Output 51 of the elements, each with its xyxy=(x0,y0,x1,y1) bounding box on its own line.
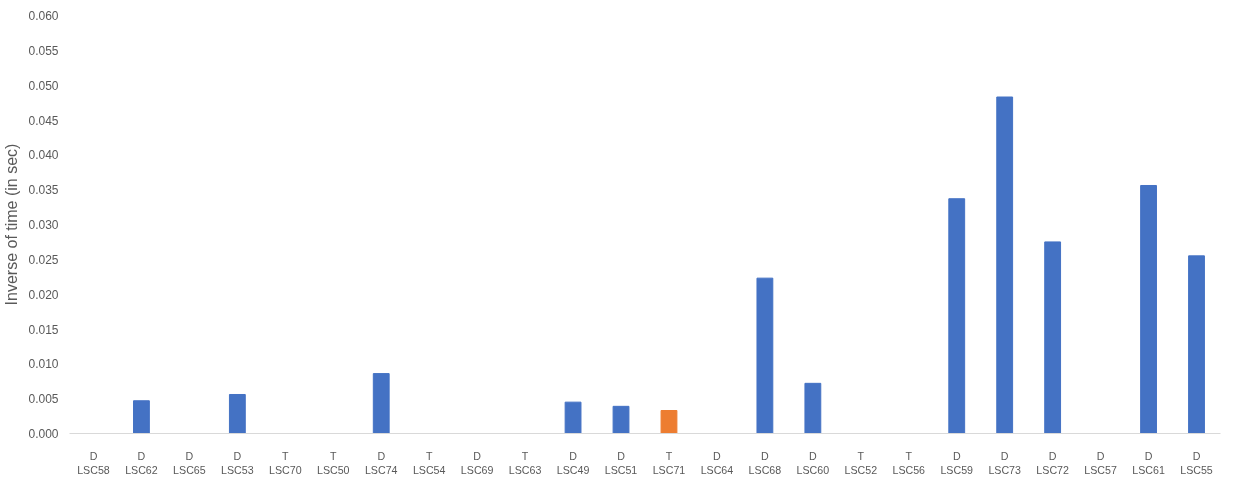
bar xyxy=(804,382,822,434)
y-axis-title: Inverse of time (in sec) xyxy=(3,143,21,306)
x-tick-label: D LSC58 xyxy=(77,449,110,476)
x-tick-label: T LSC56 xyxy=(892,449,926,476)
y-tick-label: 0.005 xyxy=(28,392,59,407)
bar xyxy=(133,400,150,434)
x-tick-label: D LSC59 xyxy=(940,449,974,476)
x-tick-label: D LSC73 xyxy=(988,449,1022,476)
bar xyxy=(948,198,966,434)
x-tick-label: D LSC72 xyxy=(1036,449,1070,476)
y-tick-label: 0.030 xyxy=(28,218,59,232)
x-tick-label: D LSC74 xyxy=(364,449,398,476)
bar xyxy=(372,373,390,434)
y-tick-label: 0.015 xyxy=(28,322,59,337)
x-tick-label: D LSC55 xyxy=(1180,449,1213,476)
x-tick-label: D LSC53 xyxy=(221,449,254,476)
x-tick-label: D LSC49 xyxy=(556,449,590,476)
x-tick-label: D LSC61 xyxy=(1132,449,1165,476)
bar xyxy=(564,401,582,434)
y-tick-label: 0.010 xyxy=(28,357,59,372)
y-tick-label: 0.040 xyxy=(28,148,59,163)
x-tick-label: D LSC51 xyxy=(604,449,638,476)
bar xyxy=(756,277,774,434)
y-tick-label: 0.060 xyxy=(28,9,59,23)
y-tick-label: 0.050 xyxy=(28,78,59,93)
y-tick-label: 0.020 xyxy=(28,287,59,302)
bar xyxy=(228,393,246,434)
bar xyxy=(660,410,678,434)
x-tick-label: D LSC62 xyxy=(125,449,158,476)
x-tick-label: D LSC65 xyxy=(173,449,206,476)
bar xyxy=(612,405,630,434)
x-tick-label: T LSC52 xyxy=(844,449,878,476)
x-tick-label: D LSC69 xyxy=(460,449,494,476)
y-tick-label: 0.000 xyxy=(28,427,59,441)
bar xyxy=(1140,184,1157,434)
x-tick-label: T LSC50 xyxy=(316,449,350,476)
bar xyxy=(996,96,1014,434)
x-tick-label: T LSC70 xyxy=(269,449,302,476)
x-tick-label: D LSC68 xyxy=(748,449,782,476)
bar xyxy=(1188,255,1205,434)
y-tick-label: 0.035 xyxy=(28,183,59,198)
x-tick-label: D LSC57 xyxy=(1084,449,1117,476)
y-tick-label: 0.045 xyxy=(28,113,59,128)
x-tick-label: T LSC71 xyxy=(652,449,686,476)
x-tick-label: T LSC54 xyxy=(412,449,446,476)
x-tick-label: T LSC63 xyxy=(508,449,542,476)
y-tick-label: 0.025 xyxy=(28,252,59,267)
bar xyxy=(1044,241,1062,434)
x-tick-label: D LSC60 xyxy=(796,449,830,476)
x-tick-label: D LSC64 xyxy=(700,449,734,476)
y-tick-label: 0.055 xyxy=(28,43,59,58)
